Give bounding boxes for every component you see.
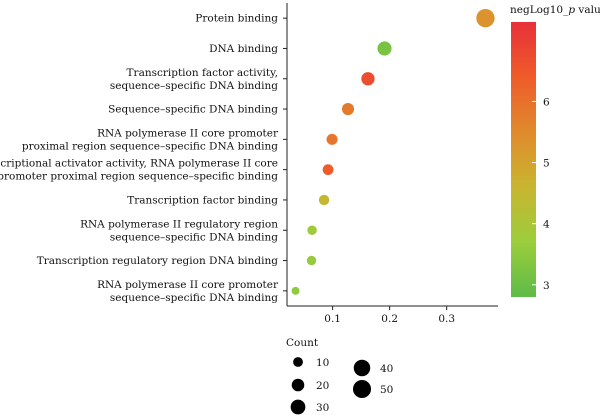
size-legend-label: 40: [380, 363, 393, 375]
x-tick-label: 0.3: [438, 313, 455, 325]
x-tick-label: 0.2: [381, 313, 398, 325]
category-label-line: DNA binding: [209, 43, 278, 55]
size-legend-dot: [353, 359, 371, 377]
category-label-line: Transcription factor activity,: [127, 67, 278, 79]
plot-axes: 0.1 0.2 0.3: [283, 3, 498, 325]
category-label-line: RNA polymerase II core promoter: [97, 279, 279, 291]
color-legend-title-suffix: value: [575, 4, 600, 16]
size-legend-title: Count: [286, 337, 319, 349]
size-legend-label: 10: [316, 357, 329, 369]
color-bar-tick-label: 5: [543, 158, 550, 170]
category-label: RNA polymerase II core promoter proximal …: [22, 127, 279, 152]
category-label: RNA polymerase II regulatory region seque…: [80, 218, 278, 243]
data-point: [361, 72, 375, 86]
color-bar-tick-label: 4: [543, 219, 550, 231]
category-label-line: Protein binding: [195, 13, 278, 25]
category-label-line: Sequence–specific DNA binding: [108, 104, 278, 116]
category-label: Transcription regulatory region DNA bind…: [37, 255, 279, 267]
data-point: [291, 286, 300, 295]
color-legend-title-italic: p: [568, 4, 575, 16]
category-label: DNA binding: [209, 43, 278, 55]
category-label-line: proximal region sequence–specific DNA bi…: [22, 140, 278, 152]
data-points: [291, 8, 495, 295]
category-label-line: sequence–specific DNA binding: [110, 80, 278, 92]
category-label-line: RNA polymerase II core promoter: [97, 127, 279, 139]
data-point: [377, 41, 392, 56]
size-legend-label: 50: [380, 384, 393, 396]
size-legend-dot: [291, 378, 305, 392]
data-point: [306, 255, 317, 266]
data-point: [326, 133, 338, 145]
category-label-line: RNA polymerase II regulatory region: [80, 218, 278, 230]
data-point: [307, 225, 317, 235]
size-legend-dot: [352, 379, 372, 399]
category-label-line: sequence–specific DNA binding: [110, 231, 278, 243]
category-label-line: Transcription regulatory region DNA bind…: [37, 255, 279, 267]
category-label: RNA polymerase II core promoter sequence–…: [97, 279, 279, 304]
size-legend-dot: [290, 399, 306, 415]
category-label-line: Transcription factor binding: [127, 194, 278, 206]
color-bar-tick-label: 3: [543, 280, 550, 292]
data-point: [318, 194, 330, 206]
category-label-line: sequence–specific DNA binding: [110, 292, 278, 304]
size-legend: Count 10 20 30 40 50: [286, 337, 393, 415]
x-tick-label: 0.1: [324, 313, 341, 325]
color-legend-title-prefix: negLog10_: [510, 4, 569, 16]
category-label-line: Transcriptional activator activity, RNA …: [0, 158, 278, 170]
color-bar-tick-label: 6: [543, 96, 550, 108]
data-point: [322, 164, 334, 176]
category-label: Transcription factor binding: [127, 194, 278, 206]
color-legend: negLog10_p value 3 4 5 6: [510, 4, 600, 297]
category-label: Transcriptional activator activity, RNA …: [0, 158, 278, 183]
color-legend-title: negLog10_p value: [510, 4, 600, 16]
term-labels: Protein binding DNA binding Transcription …: [0, 13, 279, 304]
size-legend-dot: [293, 357, 303, 367]
category-label-line: promoter proximal region sequence–specif…: [0, 171, 278, 183]
category-label: Protein binding: [195, 13, 278, 25]
size-legend-label: 20: [316, 380, 329, 392]
color-bar: [511, 22, 536, 297]
data-point: [476, 8, 495, 28]
size-legend-label: 30: [316, 402, 329, 414]
category-label: Transcription factor activity, sequence–s…: [110, 67, 278, 92]
category-label: Sequence–specific DNA binding: [108, 104, 278, 116]
data-point: [341, 102, 355, 116]
